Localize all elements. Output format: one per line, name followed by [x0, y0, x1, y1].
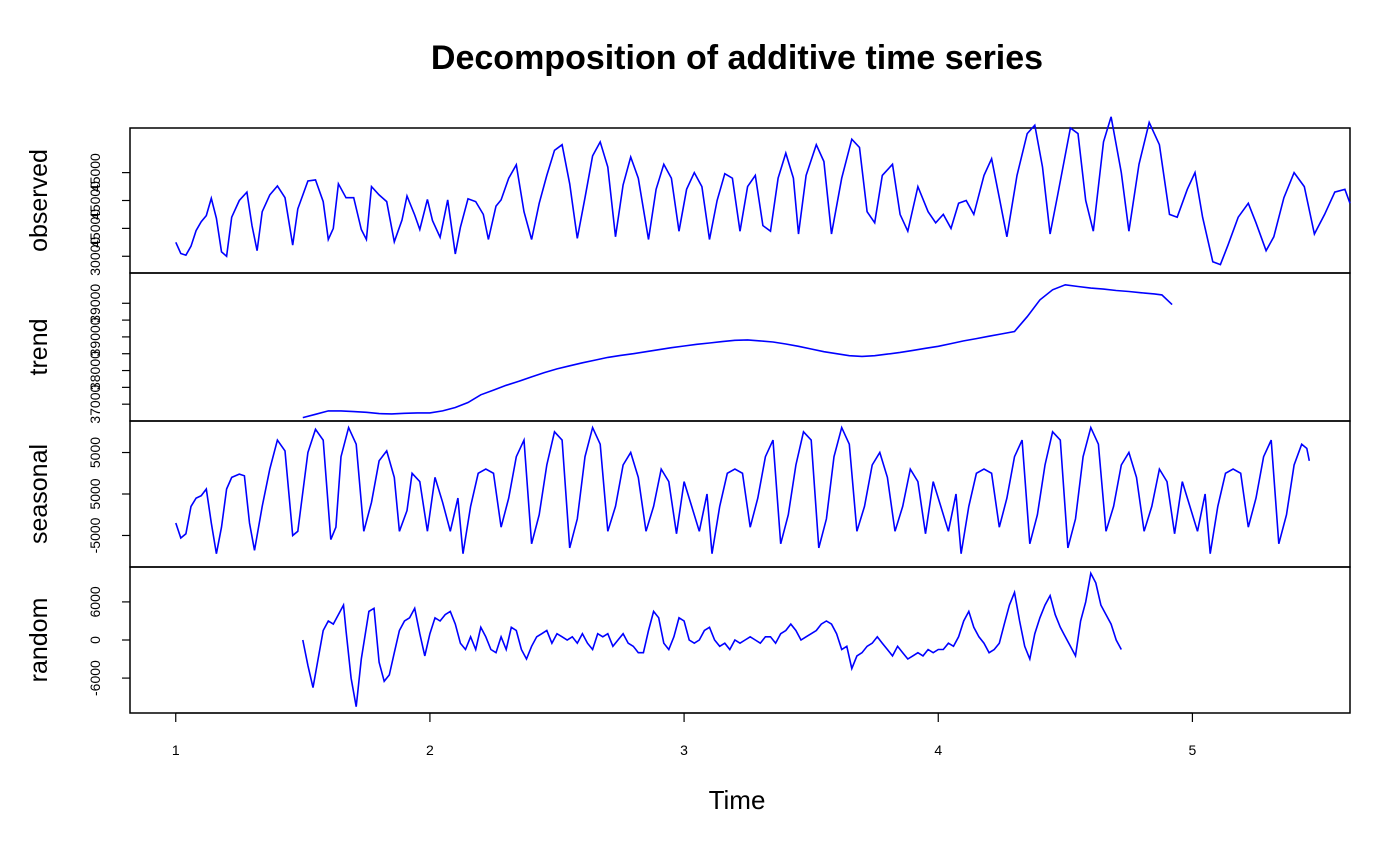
- panel-label-random: random: [25, 598, 53, 683]
- series-line-seasonal: [175, 425, 1311, 554]
- y-tick-label-trend: 38000: [87, 351, 103, 390]
- x-tick-label: 3: [680, 742, 688, 758]
- x-tick-label: 1: [172, 742, 180, 758]
- y-tick-label-seasonal: -5000: [87, 517, 103, 553]
- x-axis-label: Time: [709, 785, 766, 815]
- y-tick-label-observed: 45000: [87, 153, 103, 192]
- series-line-observed: [175, 116, 1351, 266]
- x-tick-label: 2: [426, 742, 434, 758]
- y-tick-label-random: -6000: [87, 660, 103, 696]
- series-line-trend: [302, 283, 1173, 419]
- panel-label-trend: trend: [25, 319, 53, 376]
- x-tick-label: 5: [1189, 742, 1197, 758]
- panel-frame-random: [129, 566, 1351, 714]
- y-tick-label-trend: 37000: [87, 385, 103, 424]
- panel-random: random -6000 0 6000: [25, 566, 1351, 714]
- x-tick-label: 4: [934, 742, 942, 758]
- y-tick-label-seasonal: 5000: [87, 478, 103, 509]
- y-tick-label-trend: 39000: [87, 284, 103, 323]
- panel-label-observed: observed: [25, 149, 53, 252]
- panel-seasonal: seasonal -5000 5000 5000: [25, 420, 1351, 568]
- x-axis: 1 2 3 4 5: [172, 712, 1197, 758]
- y-tick-label-trend: 39000: [87, 317, 103, 356]
- chart-title: Decomposition of additive time series: [431, 39, 1043, 77]
- panel-frame-seasonal: [129, 420, 1351, 568]
- y-tick-label-random: 6000: [87, 586, 103, 617]
- y-tick-label-observed: 45000: [87, 209, 103, 248]
- y-tick-label-observed: 30000: [87, 237, 103, 276]
- y-tick-label-observed: 45000: [87, 181, 103, 220]
- series-line-random: [302, 570, 1123, 707]
- panel-frame-trend: [129, 272, 1351, 422]
- y-tick-label-random: 0: [87, 636, 103, 644]
- y-tick-label-seasonal: 5000: [87, 437, 103, 468]
- panels-layer: observed30000450004500045000trend3700038…: [25, 116, 1351, 714]
- panel-label-seasonal: seasonal: [25, 444, 53, 544]
